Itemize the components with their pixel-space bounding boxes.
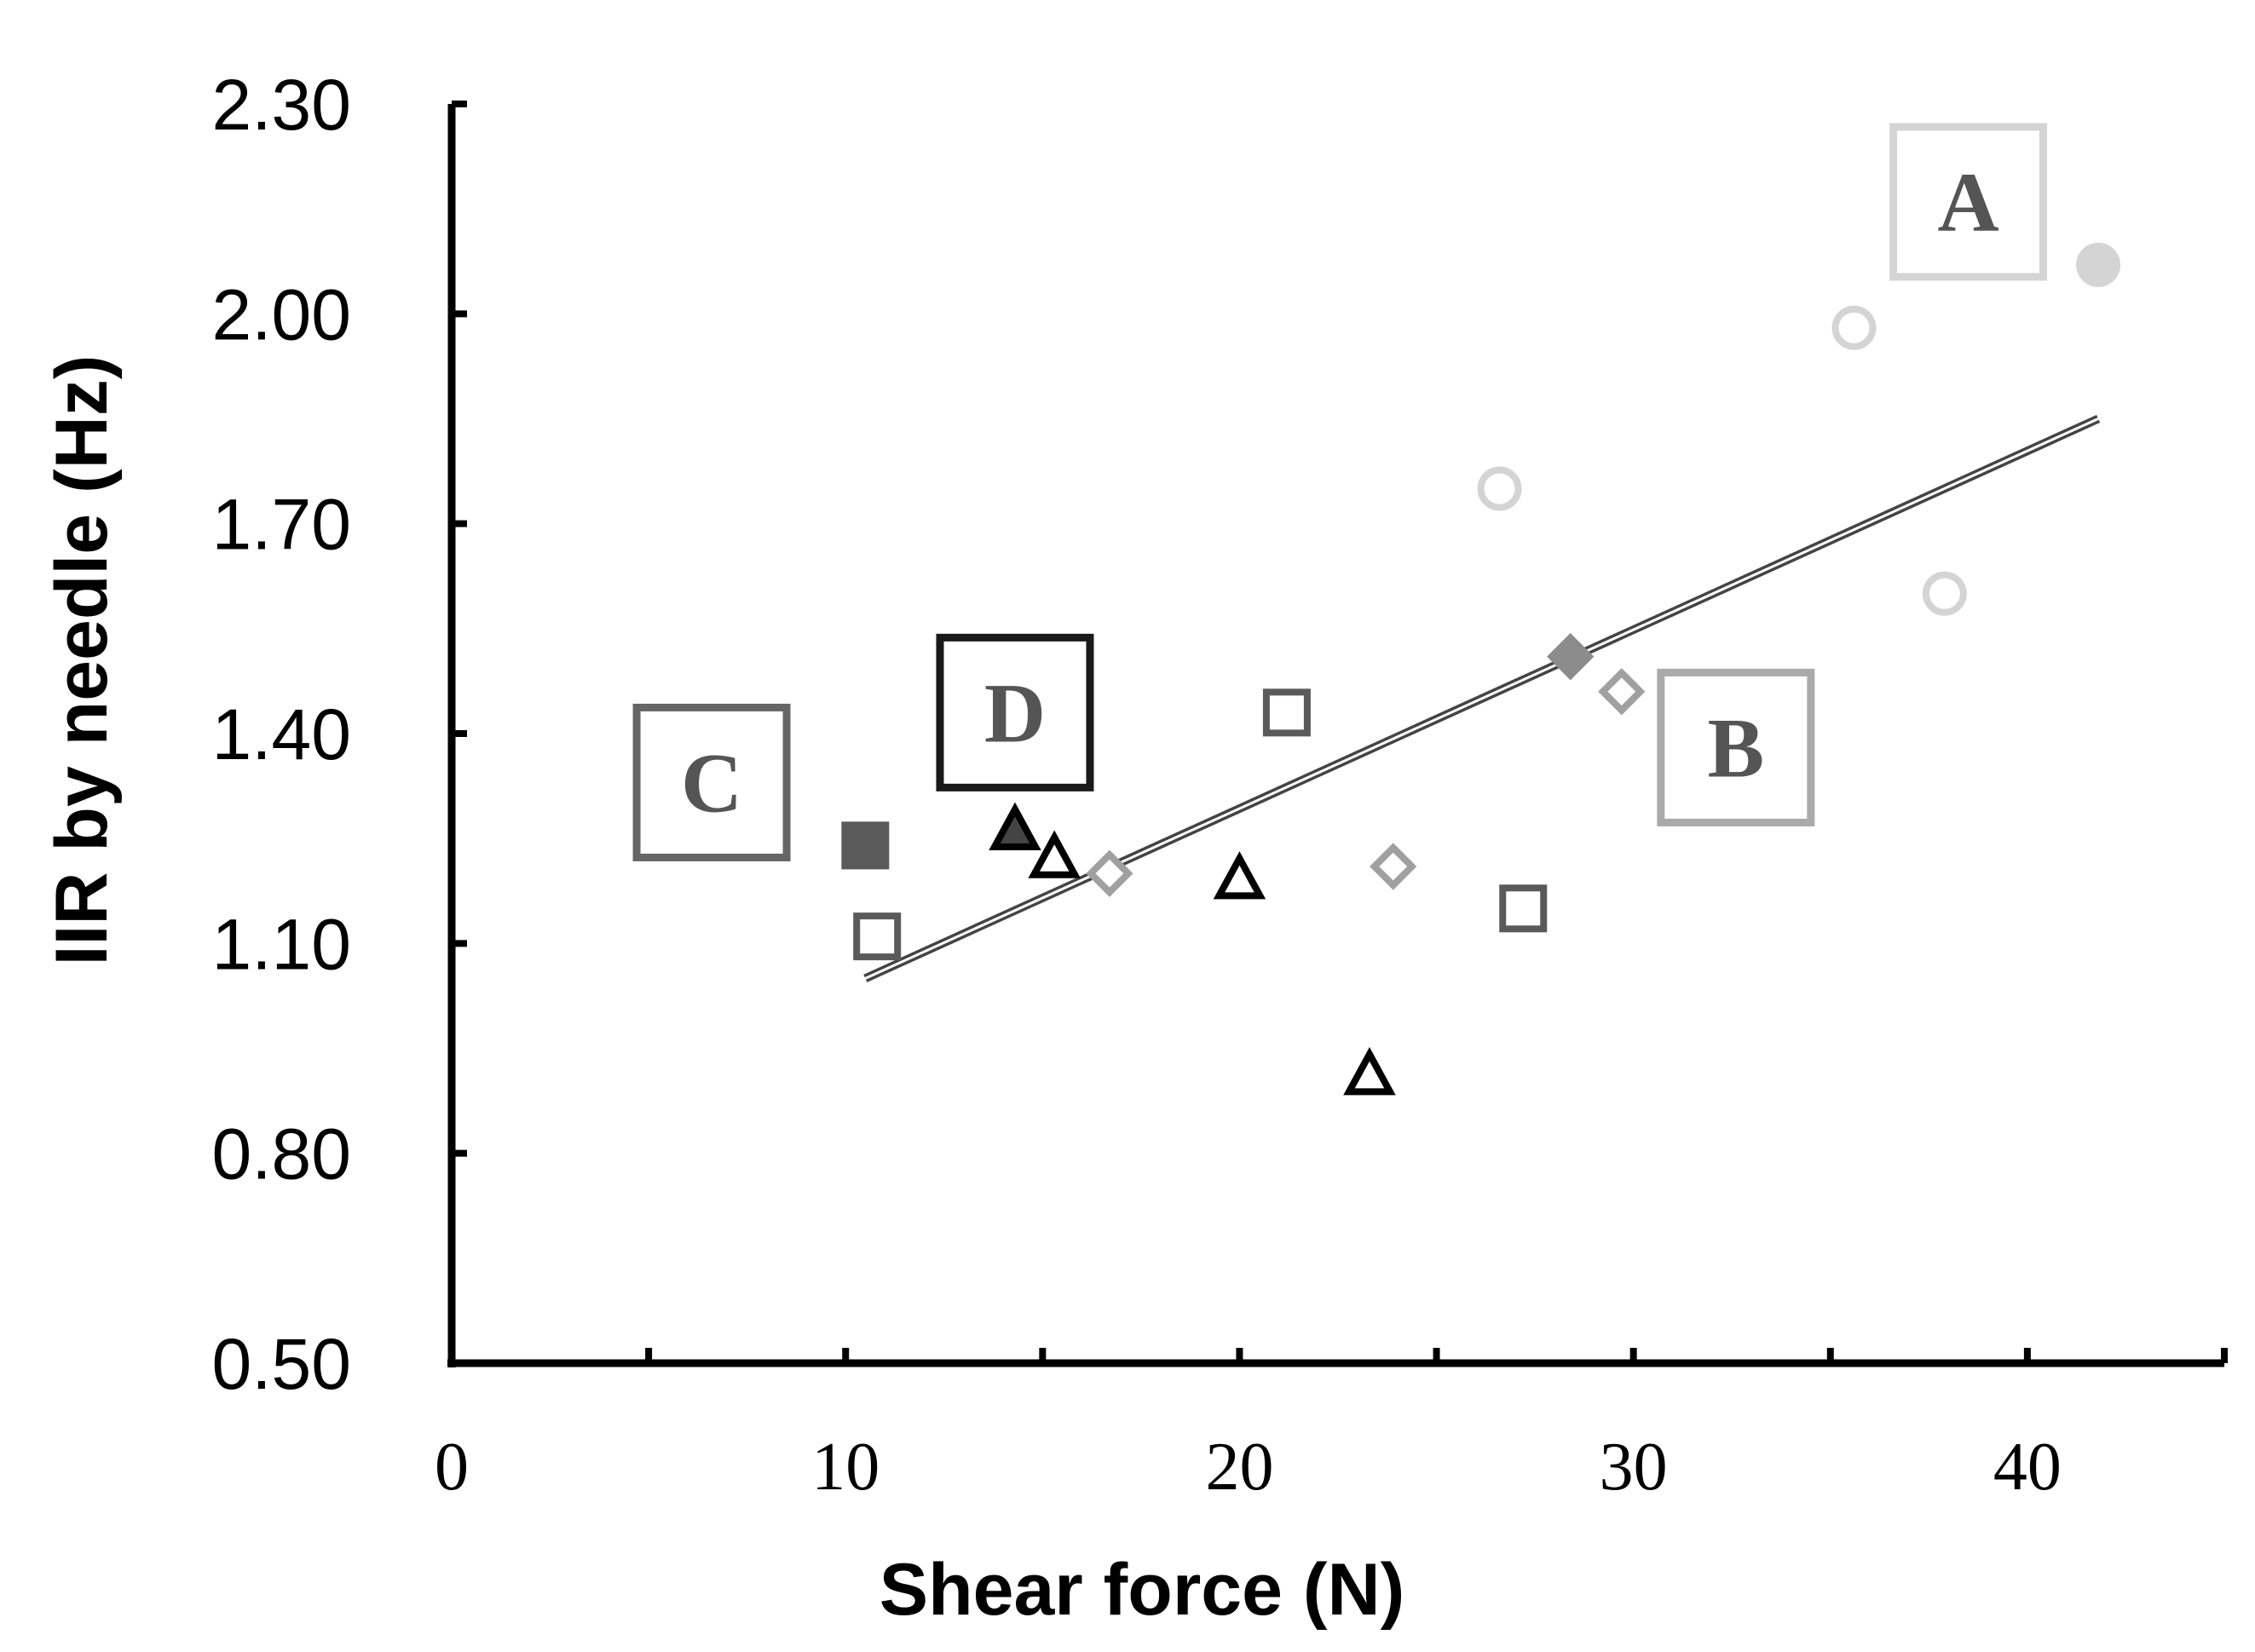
point-triangle: [989, 802, 1041, 850]
group-label-b: B: [1707, 700, 1764, 795]
point-triangle: [1343, 1046, 1396, 1096]
y-tick-label: 1.10: [212, 904, 352, 984]
x-tick-label: 0: [435, 1430, 469, 1505]
point-square: [853, 912, 902, 961]
point-circle: [2076, 242, 2121, 287]
y-tick-label: 0.50: [212, 1324, 352, 1404]
point-diamond: [1086, 849, 1133, 897]
y-tick-label: 2.00: [212, 274, 352, 354]
y-tick-label: 0.80: [212, 1114, 352, 1194]
x-tick-label: 40: [1993, 1430, 2062, 1505]
group-label-c: C: [681, 735, 742, 830]
trendline-inner: [864, 417, 2099, 980]
group-label-d: D: [984, 665, 1046, 760]
point-triangle: [1213, 851, 1266, 900]
data-points: [841, 242, 2121, 1096]
group-box-d: [936, 633, 1094, 791]
x-tick-label: 10: [811, 1430, 880, 1505]
y-tick-label: 1.70: [212, 485, 352, 565]
group-box-a: [1889, 123, 2048, 281]
point-diamond: [1547, 633, 1595, 681]
point-square: [1262, 688, 1311, 737]
group-box-b: [1657, 668, 1815, 826]
y-axis-title: IIR by needle (Hz): [41, 355, 123, 966]
point-square: [841, 821, 890, 870]
point-circle: [1831, 305, 1877, 350]
x-tick-label: 20: [1205, 1430, 1273, 1505]
ticks: 0.50 0.80 1.10 1.40 1.70 2.00 2.30 0 10 20 30 40: [212, 65, 2228, 1505]
y-tick-label: 2.30: [212, 65, 352, 145]
x-axis-title: Shear force (N): [880, 1549, 1405, 1631]
x-tick-label: 30: [1600, 1430, 1668, 1505]
point-diamond: [1370, 843, 1417, 890]
trendline-layer: [863, 414, 2101, 982]
point-diamond: [1598, 668, 1646, 716]
point-circle: [1477, 466, 1522, 511]
group-box-c: [632, 703, 791, 861]
group-labels: A B C D: [632, 123, 2048, 861]
point-triangle: [1028, 830, 1081, 878]
group-label-a: A: [1937, 155, 1998, 250]
point-square: [1499, 884, 1548, 933]
y-tick-label: 1.40: [212, 694, 352, 774]
point-circle: [1922, 571, 1967, 616]
